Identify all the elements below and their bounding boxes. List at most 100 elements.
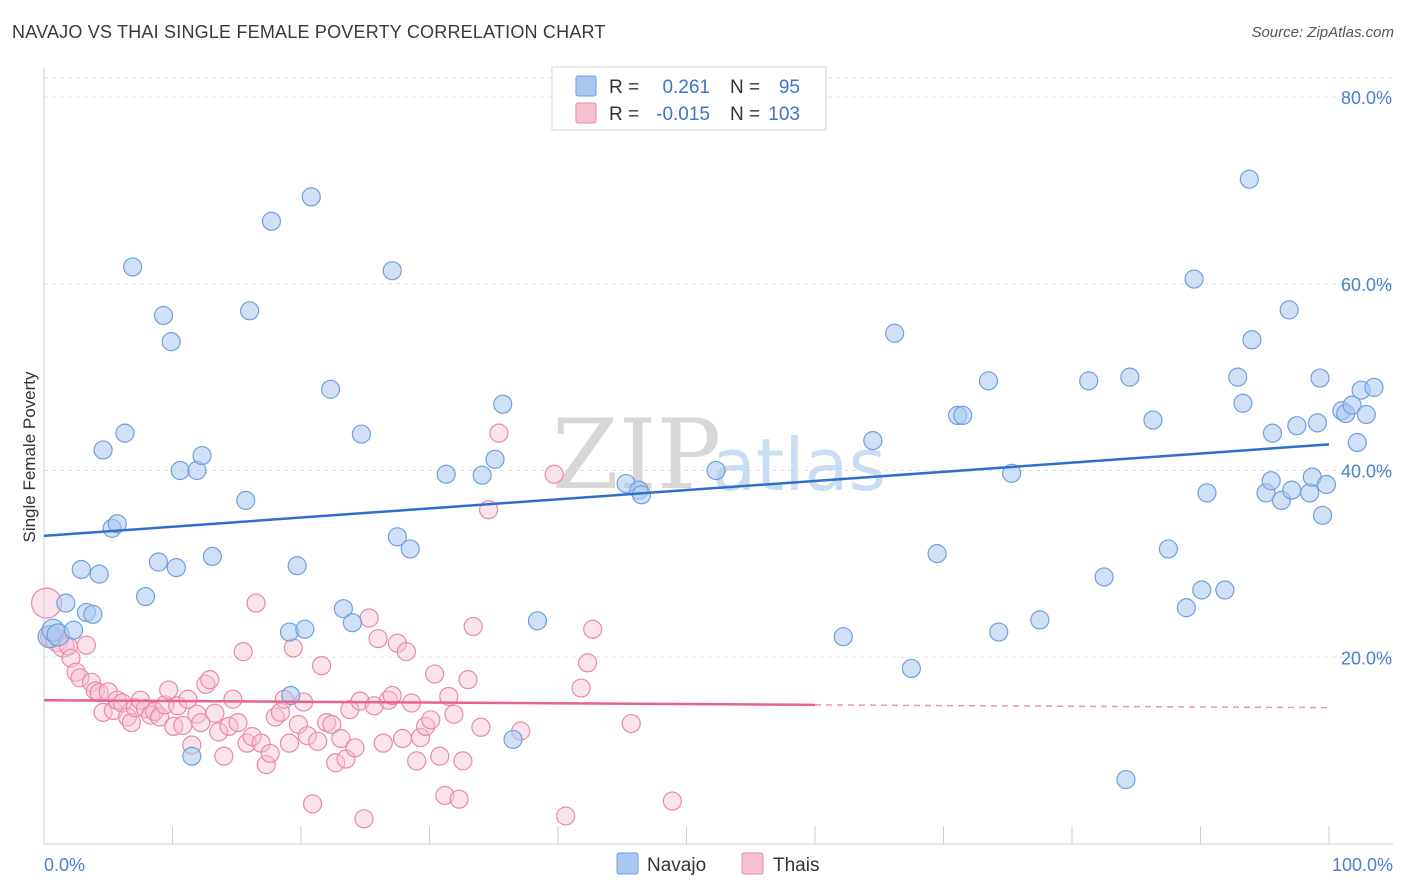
thai-point: [322, 714, 342, 735]
navajo-point: [1316, 474, 1337, 495]
thai-point: [458, 670, 478, 690]
navajo-point: [170, 460, 190, 481]
navajo-point: [166, 558, 186, 578]
navajo-points: [37, 169, 1384, 790]
thai-point: [237, 733, 257, 753]
x-tick-label-100: 100.0%: [1332, 855, 1393, 875]
navajo-point: [1342, 395, 1362, 415]
y-tick-labels: 20.0% 40.0% 60.0% 80.0%: [1341, 88, 1392, 668]
thai-point: [463, 616, 483, 637]
navajo-point: [192, 445, 212, 466]
navajo-point: [1120, 367, 1140, 387]
navajo-point: [320, 379, 341, 399]
navajo-point: [295, 619, 315, 639]
thai-point: [260, 743, 280, 764]
navajo-point: [1282, 480, 1302, 500]
navajo-point: [953, 405, 973, 426]
navajo-trend-line: [43, 443, 1330, 538]
x-ticks: [43, 826, 1330, 844]
y-axis-label: Single Female Poverty: [20, 371, 39, 543]
trend-lines: [43, 443, 1330, 709]
navajo-point: [493, 394, 513, 414]
legend-box: [551, 66, 827, 131]
thai-point: [577, 653, 598, 673]
thai-point: [283, 638, 303, 658]
thai-point: [345, 738, 365, 758]
x-tick-label-0: 0.0%: [44, 855, 85, 875]
navajo-point: [1300, 483, 1320, 503]
thai-point: [392, 728, 413, 749]
legend-r-label-thai: R =: [609, 104, 639, 125]
thai-point: [214, 746, 234, 766]
thai-trend-line: [43, 698, 816, 707]
navajo-point: [382, 261, 402, 281]
navajo-point: [485, 449, 505, 469]
thai-trend-line-extension: [814, 704, 1330, 709]
navajo-point: [240, 301, 260, 321]
navajo-point: [1310, 368, 1330, 388]
legend-n-value-thai: 103: [768, 104, 800, 125]
navajo-point: [1261, 471, 1281, 491]
chart-title: NAVAJO VS THAI SINGLE FEMALE POVERTY COR…: [12, 22, 606, 42]
watermark: ZIP atlas: [552, 399, 886, 511]
navajo-point: [1197, 483, 1217, 503]
navajo-point: [182, 746, 202, 766]
thai-point: [233, 642, 253, 662]
thai-point: [368, 628, 388, 649]
thai-point: [544, 464, 564, 484]
thai-point: [331, 728, 351, 749]
navajo-point: [1176, 598, 1196, 618]
navajo-point: [123, 257, 143, 277]
navajo-point: [400, 539, 420, 559]
thai-point: [354, 809, 374, 829]
navajo-point: [1192, 580, 1212, 600]
navajo-point: [1143, 410, 1163, 430]
thai-point: [453, 751, 473, 771]
navajo-point: [1279, 300, 1299, 320]
thai-point: [396, 642, 416, 662]
axes: [43, 68, 1393, 845]
navajo-point: [527, 611, 548, 631]
thai-point: [178, 689, 198, 709]
thai-point: [191, 713, 211, 733]
thai-point: [200, 670, 220, 690]
x-tick-labels: 0.0% 100.0%: [44, 855, 1393, 875]
thai-point: [430, 746, 450, 766]
legend: R = 0.261 N = 95 R = -0.015 N = 103: [551, 66, 827, 131]
thai-point: [435, 785, 455, 806]
navajo-point: [107, 514, 127, 534]
navajo-point: [1364, 377, 1384, 397]
y-tick-label-60: 60.0%: [1341, 275, 1392, 295]
legend-swatch-thai: [575, 102, 597, 124]
y-tick-label-20: 20.0%: [1341, 648, 1392, 668]
navajo-point: [989, 622, 1009, 642]
thai-point: [410, 727, 431, 748]
navajo-point: [1030, 610, 1050, 630]
thai-point: [76, 635, 97, 655]
thai-point: [209, 722, 229, 742]
thai-point: [359, 608, 379, 628]
thai-point: [556, 806, 576, 826]
legend-n-label-thai: N =: [730, 104, 760, 125]
navajo-point: [93, 440, 113, 460]
legend-swatch-navajo: [575, 75, 597, 97]
thai-point: [621, 713, 641, 734]
thai-point: [297, 726, 318, 746]
navajo-point: [342, 613, 362, 633]
navajo-point: [927, 544, 947, 564]
navajo-point: [1158, 539, 1178, 559]
thai-point: [70, 668, 90, 688]
navajo-point: [287, 556, 307, 576]
navajo-point: [1079, 371, 1099, 391]
navajo-point: [261, 211, 282, 231]
navajo-point: [301, 187, 321, 207]
legend-n-value-navajo: 95: [779, 77, 800, 98]
navajo-point: [153, 305, 174, 326]
navajo-point: [135, 586, 156, 607]
thai-point: [407, 751, 427, 771]
thai-point: [144, 701, 165, 722]
navajo-point: [436, 464, 456, 484]
navajo-point: [115, 423, 135, 443]
navajo-point: [833, 627, 853, 647]
